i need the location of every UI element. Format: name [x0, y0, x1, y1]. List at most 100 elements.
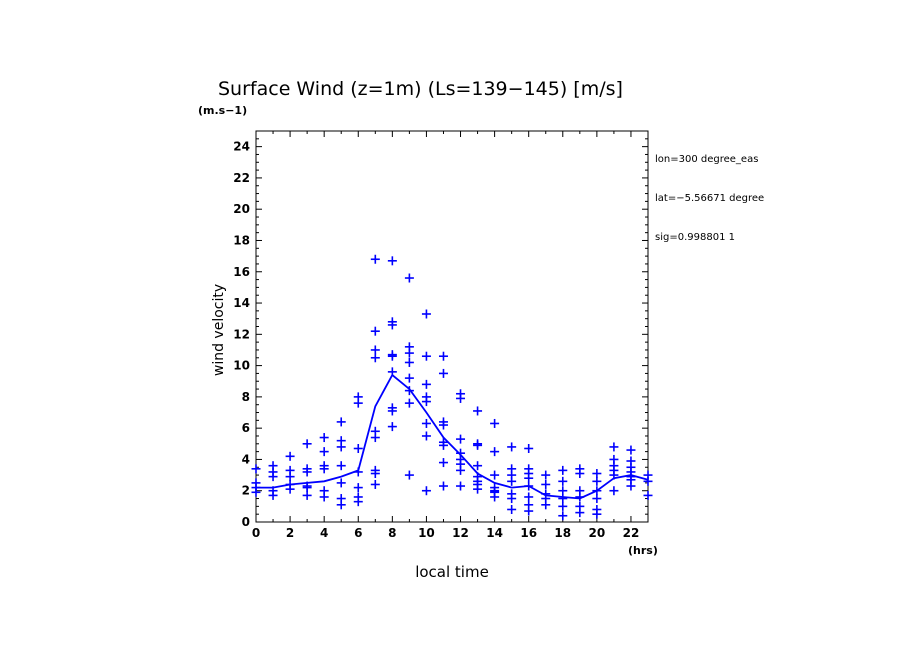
data-point	[370, 469, 380, 479]
data-point	[319, 464, 329, 474]
data-point	[285, 484, 295, 494]
data-point	[336, 478, 346, 488]
data-point	[456, 393, 466, 403]
data-point	[592, 469, 602, 479]
data-point	[404, 386, 414, 396]
x-tick-label: 10	[418, 526, 435, 540]
data-point	[643, 476, 653, 486]
mean-line	[256, 373, 649, 500]
data-point	[507, 504, 517, 514]
data-point	[268, 472, 278, 482]
data-point	[387, 320, 397, 330]
data-point	[421, 486, 431, 496]
data-point	[370, 433, 380, 443]
y-axis-label: wind velocity	[211, 283, 227, 377]
data-point	[490, 418, 500, 428]
y-tick-label: 12	[233, 327, 250, 341]
data-point	[541, 470, 551, 480]
data-point	[370, 345, 380, 355]
y-tick-label: 14	[233, 296, 250, 310]
info-line-lat: lat=−5.56671 degree	[655, 193, 765, 204]
data-point	[473, 406, 483, 416]
data-point	[524, 506, 534, 516]
data-point	[302, 483, 312, 493]
data-point	[336, 461, 346, 471]
data-point	[456, 465, 466, 475]
data-point	[558, 494, 568, 504]
y-tick-label: 22	[233, 171, 250, 185]
data-point	[302, 490, 312, 500]
data-point	[268, 490, 278, 500]
data-point	[438, 481, 448, 491]
x-tick-label: 6	[354, 526, 362, 540]
y-units-label: (m.s−1)	[198, 104, 248, 117]
data-point	[438, 440, 448, 450]
info-line-sig: sig=0.998801 1	[655, 232, 735, 243]
data-point	[319, 492, 329, 502]
x-units-label: (hrs)	[628, 544, 658, 557]
x-tick-label: 12	[452, 526, 469, 540]
data-point	[507, 476, 517, 486]
y-tick-label: 16	[233, 265, 250, 279]
data-point	[438, 351, 448, 361]
data-point	[473, 484, 483, 494]
data-point	[404, 373, 414, 383]
data-point	[507, 442, 517, 452]
data-point	[456, 481, 466, 491]
data-point	[387, 256, 397, 266]
y-tick-label: 8	[242, 390, 250, 404]
data-point	[404, 348, 414, 358]
data-point	[438, 420, 448, 430]
data-point	[541, 500, 551, 510]
data-point	[438, 368, 448, 378]
data-point	[421, 379, 431, 389]
y-tick-label: 20	[233, 202, 250, 216]
data-point	[421, 431, 431, 441]
data-point	[370, 326, 380, 336]
data-point	[473, 461, 483, 471]
x-tick-label: 16	[520, 526, 537, 540]
data-point	[609, 442, 619, 452]
data-point	[251, 487, 261, 497]
data-point	[490, 470, 500, 480]
data-point	[319, 433, 329, 443]
data-point	[404, 357, 414, 367]
chart-title: Surface Wind (z=1m) (Ls=139−145) [m/s]	[218, 78, 623, 100]
x-tick-label: 22	[623, 526, 640, 540]
data-point	[456, 434, 466, 444]
data-point	[490, 492, 500, 502]
data-point	[592, 494, 602, 504]
data-point	[421, 309, 431, 319]
data-point	[558, 511, 568, 521]
data-point	[558, 465, 568, 475]
y-tick-label: 24	[233, 140, 250, 154]
data-point	[336, 417, 346, 427]
data-point	[575, 469, 585, 479]
data-point	[404, 470, 414, 480]
data-point	[336, 442, 346, 452]
data-point	[626, 481, 636, 491]
data-point	[421, 351, 431, 361]
data-point	[541, 479, 551, 489]
x-tick-label: 2	[286, 526, 294, 540]
x-axis-label: local time	[415, 563, 489, 581]
info-line-lon: lon=300 degree_eas	[655, 154, 759, 165]
data-point	[438, 458, 448, 468]
data-point	[524, 443, 534, 453]
data-point	[251, 464, 261, 474]
data-point	[353, 497, 363, 507]
data-point	[353, 398, 363, 408]
data-point	[626, 445, 636, 455]
data-point	[507, 494, 517, 504]
data-point	[404, 398, 414, 408]
chart-marks	[251, 254, 653, 521]
info-box: lon=300 degree_eas lat=−5.56671 degree s…	[655, 127, 780, 257]
data-point	[302, 467, 312, 477]
data-point	[353, 483, 363, 493]
data-point	[609, 486, 619, 496]
data-point	[302, 439, 312, 449]
x-tick-label: 0	[252, 526, 260, 540]
y-tick-label: 10	[233, 359, 250, 373]
data-point	[387, 351, 397, 361]
data-point	[558, 501, 568, 511]
